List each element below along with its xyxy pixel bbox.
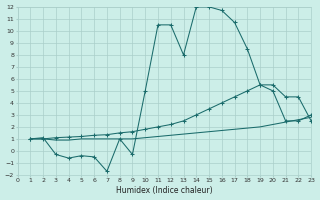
X-axis label: Humidex (Indice chaleur): Humidex (Indice chaleur) (116, 186, 213, 195)
